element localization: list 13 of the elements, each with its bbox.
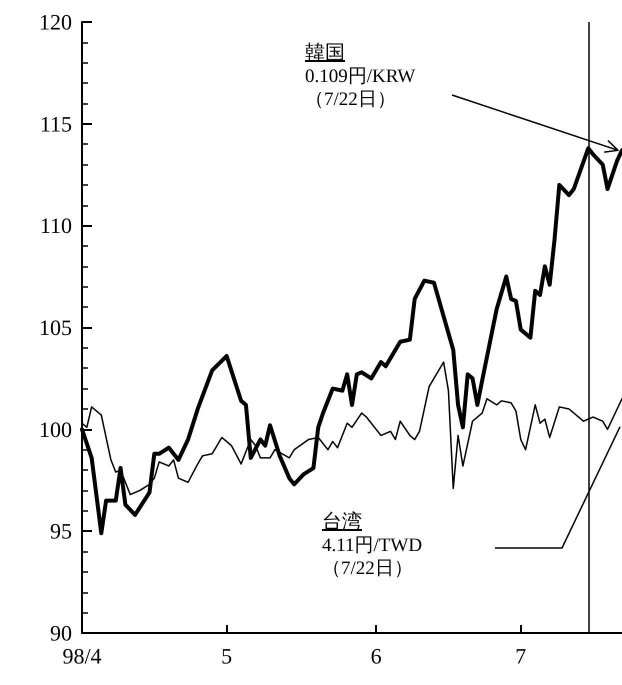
y-tick-label: 115 (40, 111, 72, 136)
y-tick-label: 90 (50, 620, 72, 646)
y-tick-label: 100 (39, 416, 72, 442)
x-tick-label: 5 (221, 644, 232, 668)
x-tick-label: 6 (370, 644, 382, 668)
annotation: 台湾 4.11円/TWD （7/22日） (322, 511, 422, 580)
x-tick-label: 98/4 (62, 644, 102, 668)
y-tick-label: 110 (40, 213, 72, 238)
y-tick-label: 105 (39, 315, 72, 340)
x-tick-label: 7 (515, 644, 526, 668)
annotation: 韓国 0.109円/KRW （7/22日） (305, 42, 416, 111)
y-tick-label: 120 (39, 10, 72, 34)
y-tick-label: 95 (50, 518, 72, 544)
